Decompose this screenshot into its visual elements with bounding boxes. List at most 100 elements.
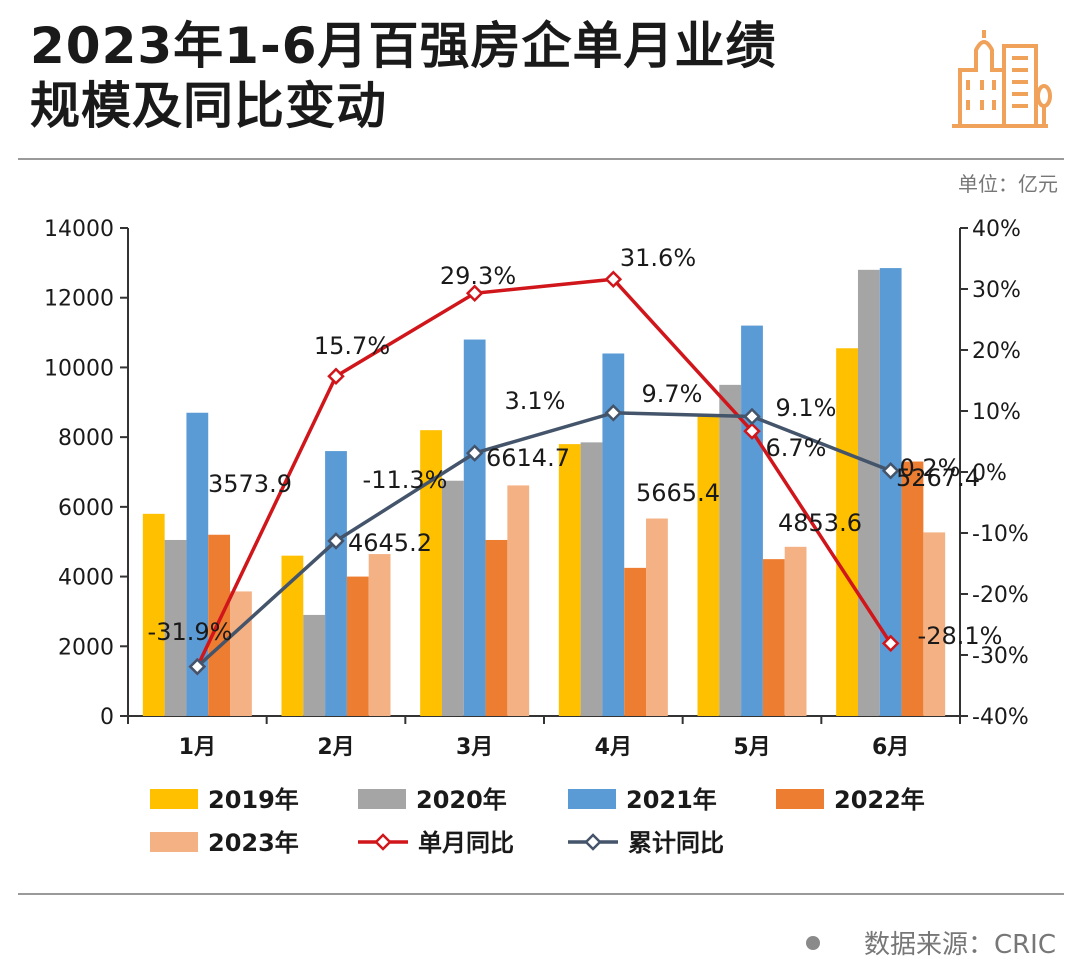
x-tick-label: 6月 xyxy=(872,735,909,760)
bar-y2021 xyxy=(879,268,902,716)
data-label-monthly: 6.7% xyxy=(766,434,827,462)
y-tick-label-left: 4000 xyxy=(58,566,114,591)
point-monthly xyxy=(604,270,623,289)
buildings-icon xyxy=(952,30,1052,128)
bar-y2021 xyxy=(186,412,209,716)
data-label-monthly: -31.9% xyxy=(148,618,233,646)
y-tick-label-left: 12000 xyxy=(44,287,114,312)
bar-y2020 xyxy=(441,480,464,716)
y-tick-label-right: -40% xyxy=(972,705,1029,730)
data-label-cumulative: 3.1% xyxy=(505,387,566,415)
y-tick-label-right: 10% xyxy=(972,400,1021,425)
legend-label: 2019年 xyxy=(208,786,299,814)
legend-label: 2023年 xyxy=(208,829,299,857)
bar-y2019 xyxy=(142,513,165,716)
data-label-2023: 4645.2 xyxy=(348,529,432,557)
point-cumulative xyxy=(743,407,761,426)
y-tick-label-left: 0 xyxy=(100,705,114,730)
title-line-1: 2023年1-6月百强房企单月业绩 xyxy=(30,17,777,75)
data-label-monthly: 31.6% xyxy=(620,244,696,272)
bullet-icon xyxy=(805,935,820,950)
bar-y2021 xyxy=(325,451,347,716)
point-cumulative xyxy=(465,444,484,462)
bar-y2021 xyxy=(741,325,763,716)
x-tick-label: 1月 xyxy=(179,735,216,760)
point-monthly xyxy=(465,284,484,303)
bar-y2022 xyxy=(624,567,647,716)
y-tick-label-left: 8000 xyxy=(58,426,114,451)
bar-line-chart: 0 2000 4000 6000 8000 10000 12000 14000 -40% -30%… xyxy=(44,217,1029,857)
y-tick-label-right: -30% xyxy=(972,644,1029,669)
data-label-2023: 5267.4 xyxy=(896,464,980,492)
x-tick-label: 3月 xyxy=(456,735,493,760)
bar-y2023 xyxy=(784,546,807,716)
y-tick-label-left: 2000 xyxy=(58,635,114,660)
legend-label: 2022年 xyxy=(834,786,925,814)
y-tick-label-right: 30% xyxy=(972,278,1021,303)
bar-y2022 xyxy=(346,576,369,716)
data-label-cumulative: -11.3% xyxy=(363,466,448,494)
y-tick-label-right: -10% xyxy=(972,522,1029,547)
data-label-2023: 5665.4 xyxy=(636,479,720,507)
bar-y2023 xyxy=(230,591,252,716)
legend-label: 2021年 xyxy=(626,786,717,814)
bar-y2021 xyxy=(602,353,625,716)
chart-title: 2023年1-6月百强房企单月业绩 规模及同比变动 xyxy=(30,16,890,136)
legend-marker-cumulative xyxy=(584,833,602,851)
data-label-2023: 4853.6 xyxy=(778,509,862,537)
bar-y2021 xyxy=(463,339,486,716)
y-tick-label-left: 6000 xyxy=(58,496,114,521)
y-tick-label-right: 0% xyxy=(972,461,1007,486)
bar-y2022 xyxy=(208,534,231,716)
legend-swatch-y2019 xyxy=(150,789,198,809)
data-label-monthly: 29.3% xyxy=(440,262,516,290)
legend-swatch-y2023 xyxy=(150,832,198,852)
legend-swatch-y2022 xyxy=(776,789,824,809)
x-tick-label: 2月 xyxy=(317,735,354,760)
bar-y2022 xyxy=(762,559,785,716)
point-cumulative xyxy=(188,657,207,676)
legend-marker-monthly xyxy=(374,833,392,851)
bar-y2020 xyxy=(580,442,603,716)
bar-y2023 xyxy=(646,518,668,716)
x-tick-label: 4月 xyxy=(595,735,632,760)
point-monthly xyxy=(881,634,900,653)
point-cumulative xyxy=(881,462,900,480)
point-cumulative xyxy=(327,532,345,550)
bar-y2020 xyxy=(164,539,187,716)
title-line-2: 规模及同比变动 xyxy=(30,77,387,135)
data-label-monthly: -28.1% xyxy=(918,622,1003,650)
bar-y2019 xyxy=(420,430,442,716)
y-tick-label-left: 14000 xyxy=(44,217,114,242)
bar-y2019 xyxy=(281,555,304,716)
data-label-cumulative: 9.7% xyxy=(642,380,703,408)
legend-label: 累计同比 xyxy=(628,829,724,857)
legend-swatch-y2021 xyxy=(568,789,616,809)
y-tick-label-right: 40% xyxy=(972,217,1021,242)
bottom-divider xyxy=(18,893,1064,895)
y-tick-label-right: 20% xyxy=(972,339,1021,364)
x-tick-label: 5月 xyxy=(733,735,770,760)
data-label-monthly: 15.7% xyxy=(314,332,390,360)
legend-label: 单月同比 xyxy=(418,829,514,857)
bar-y2020 xyxy=(857,269,880,716)
line-monthly xyxy=(195,277,893,668)
bar-y2023 xyxy=(507,485,530,716)
point-monthly xyxy=(743,422,761,440)
bar-y2019 xyxy=(558,444,581,716)
legend-label: 2020年 xyxy=(416,786,507,814)
bar-y2020 xyxy=(719,384,742,716)
unit-label: 单位：亿元 xyxy=(958,172,1058,196)
data-label-2023: 3573.9 xyxy=(208,470,292,498)
data-label-cumulative: 0.2% xyxy=(900,454,961,482)
data-label-cumulative: 9.1% xyxy=(776,394,837,422)
y-tick-label-left: 10000 xyxy=(44,356,114,381)
y-tick-label-right: -20% xyxy=(972,583,1029,608)
bar-y2022 xyxy=(485,539,508,716)
point-cumulative xyxy=(604,404,623,422)
bar-y2019 xyxy=(836,348,858,716)
data-source: 数据来源：CRIC xyxy=(805,924,1056,961)
top-divider xyxy=(18,158,1064,160)
point-monthly xyxy=(327,367,345,385)
bar-y2019 xyxy=(697,416,720,716)
